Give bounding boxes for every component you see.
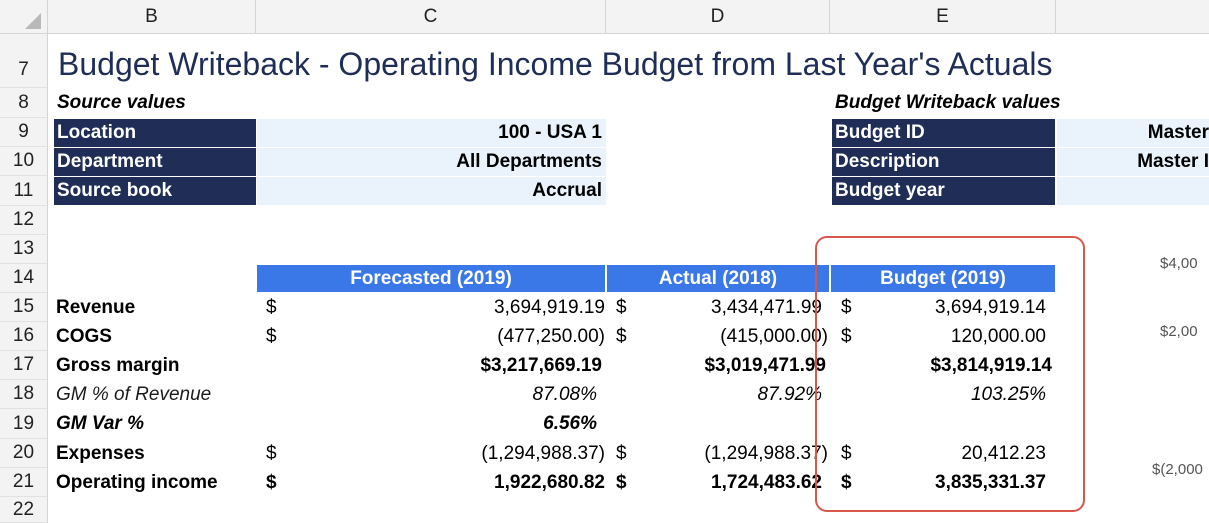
budget-id-label: Budget ID bbox=[832, 119, 1055, 147]
budget-id-value-cell[interactable]: Master bbox=[1057, 119, 1209, 147]
location-value-cell[interactable]: 100 - USA 1 bbox=[257, 119, 606, 147]
location-label: Location bbox=[54, 119, 256, 147]
col-budget-header: Budget (2019) bbox=[831, 265, 1055, 292]
row-header-22[interactable]: 22 bbox=[0, 497, 48, 523]
row-header-13[interactable]: 13 bbox=[0, 235, 48, 264]
gm-pct-budget-cell[interactable]: 103.25% bbox=[970, 383, 1046, 405]
row-header-19[interactable]: 19 bbox=[0, 409, 48, 439]
currency-symbol: $ bbox=[841, 442, 852, 464]
gross-margin-forecast-cell[interactable]: $3,217,669.19 bbox=[480, 354, 602, 376]
budget-year-value-cell[interactable] bbox=[1057, 177, 1209, 205]
gm-pct-label: GM % of Revenue bbox=[56, 383, 212, 405]
gm-var-label: GM Var % bbox=[56, 413, 144, 434]
row-header-7[interactable]: 7 bbox=[0, 34, 48, 88]
revenue-actual-cell[interactable]: 3,434,471.99 bbox=[711, 296, 822, 318]
row-header-11[interactable]: 11 bbox=[0, 176, 48, 206]
department-value-cell[interactable]: All Departments bbox=[257, 148, 606, 176]
row-header-21[interactable]: 21 bbox=[0, 468, 48, 497]
operating-income-actual-cell[interactable]: 1,724,483.62 bbox=[711, 471, 822, 493]
column-header-c[interactable]: C bbox=[256, 0, 606, 34]
currency-symbol: $ bbox=[841, 296, 852, 318]
currency-symbol: $ bbox=[266, 325, 277, 347]
cogs-actual-cell[interactable]: (415,000.00) bbox=[720, 325, 828, 347]
corner-triangle-icon bbox=[25, 13, 41, 29]
chart-axis-label: $2,00 bbox=[1160, 322, 1198, 340]
writeback-values-header: Budget Writeback values bbox=[835, 92, 1061, 113]
row-header-10[interactable]: 10 bbox=[0, 147, 48, 176]
row-header-16[interactable]: 16 bbox=[0, 322, 48, 351]
currency-symbol: $ bbox=[616, 296, 627, 318]
budget-year-label: Budget year bbox=[832, 177, 1055, 205]
currency-symbol: $ bbox=[266, 296, 277, 318]
row-header-12[interactable]: 12 bbox=[0, 206, 48, 235]
currency-symbol: $ bbox=[266, 442, 277, 464]
operating-income-forecast-cell[interactable]: 1,922,680.82 bbox=[494, 471, 605, 493]
col-forecasted-header: Forecasted (2019) bbox=[257, 265, 605, 292]
expenses-label: Expenses bbox=[56, 442, 145, 464]
expenses-budget-cell[interactable]: 20,412.23 bbox=[961, 442, 1046, 464]
expenses-actual-cell[interactable]: (1,294,988.37) bbox=[704, 442, 828, 464]
description-label: Description bbox=[832, 148, 1055, 176]
row-header-17[interactable]: 17 bbox=[0, 351, 48, 380]
revenue-label: Revenue bbox=[56, 296, 136, 318]
row-header-15[interactable]: 15 bbox=[0, 293, 48, 322]
column-header-f[interactable] bbox=[1056, 0, 1209, 34]
chart-axis-label: $(2,000 bbox=[1152, 460, 1203, 478]
gross-margin-actual-cell[interactable]: $3,019,471.99 bbox=[704, 354, 826, 376]
gm-pct-forecast-cell[interactable]: 87.08% bbox=[532, 383, 597, 405]
operating-income-label: Operating income bbox=[56, 471, 218, 493]
source-book-value-cell[interactable]: Accrual bbox=[257, 177, 606, 205]
row-header-8[interactable]: 8 bbox=[0, 88, 48, 118]
gross-margin-budget-cell[interactable]: $3,814,919.14 bbox=[930, 354, 1052, 376]
column-header-d[interactable]: D bbox=[606, 0, 830, 34]
expenses-forecast-cell[interactable]: (1,294,988.37) bbox=[481, 442, 605, 464]
revenue-forecast-cell[interactable]: 3,694,919.19 bbox=[494, 296, 605, 318]
currency-symbol: $ bbox=[266, 471, 277, 493]
currency-symbol: $ bbox=[841, 325, 852, 347]
select-all-corner[interactable] bbox=[0, 0, 48, 34]
cogs-budget-cell[interactable]: 120,000.00 bbox=[950, 325, 1046, 347]
gm-pct-actual-cell[interactable]: 87.92% bbox=[757, 383, 822, 405]
column-header-e[interactable]: E bbox=[830, 0, 1056, 34]
cogs-forecast-cell[interactable]: (477,250.00) bbox=[497, 325, 605, 347]
department-label: Department bbox=[54, 148, 256, 176]
gross-margin-label: Gross margin bbox=[56, 354, 180, 376]
operating-income-budget-cell[interactable]: 3,835,331.37 bbox=[935, 471, 1046, 493]
description-value-cell[interactable]: Master I bbox=[1057, 148, 1209, 176]
page-title: Budget Writeback - Operating Income Budg… bbox=[58, 46, 1053, 82]
col-actual-header: Actual (2018) bbox=[607, 265, 829, 292]
row-header-9[interactable]: 9 bbox=[0, 118, 48, 147]
source-values-header: Source values bbox=[57, 92, 186, 113]
budget-column-highlight bbox=[815, 236, 1085, 512]
row-header-14[interactable]: 14 bbox=[0, 264, 48, 293]
currency-symbol: $ bbox=[616, 471, 627, 493]
row-header-18[interactable]: 18 bbox=[0, 380, 48, 409]
revenue-budget-cell[interactable]: 3,694,919.14 bbox=[935, 296, 1046, 318]
gm-var-forecast-cell[interactable]: 6.56% bbox=[543, 413, 597, 434]
chart-axis-label: $4,00 bbox=[1160, 254, 1198, 272]
column-header-b[interactable]: B bbox=[48, 0, 256, 34]
currency-symbol: $ bbox=[841, 471, 852, 493]
row-header-20[interactable]: 20 bbox=[0, 439, 48, 468]
currency-symbol: $ bbox=[616, 325, 627, 347]
currency-symbol: $ bbox=[616, 442, 627, 464]
cogs-label: COGS bbox=[56, 325, 112, 347]
source-book-label: Source book bbox=[54, 177, 256, 205]
